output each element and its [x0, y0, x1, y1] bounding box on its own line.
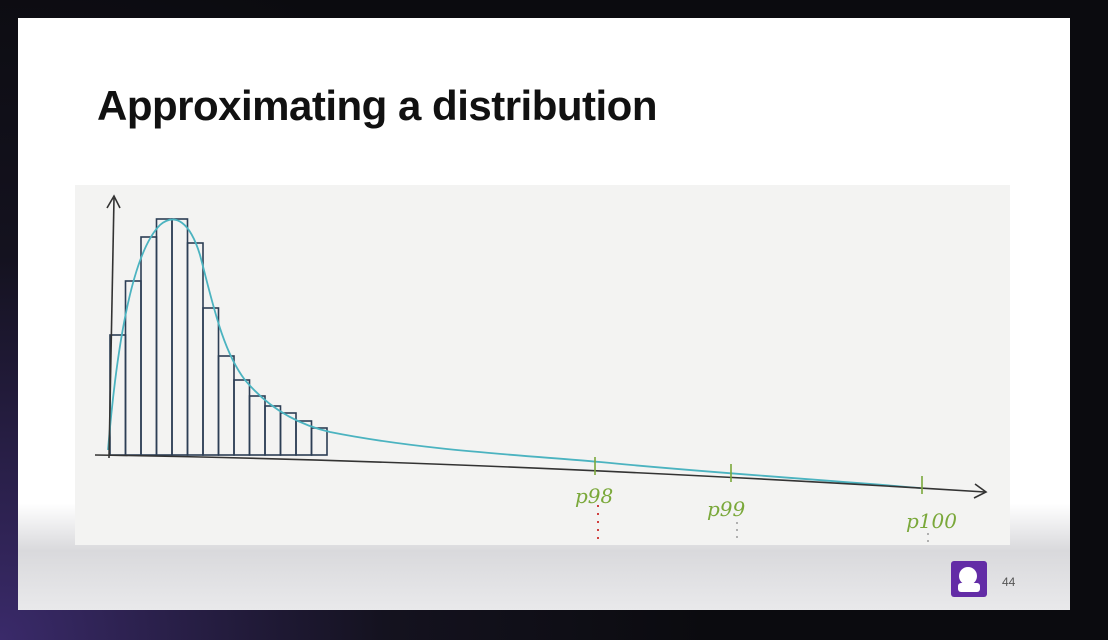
y-axis [108, 197, 115, 459]
marker-ticks [594, 457, 923, 494]
logo [951, 561, 987, 597]
x-axis [94, 454, 986, 493]
marker-label: p98 [575, 484, 613, 508]
marker-label: p99 [707, 497, 746, 521]
drawing-area [75, 185, 1010, 545]
density-curve [107, 218, 921, 489]
axes [94, 194, 988, 499]
bar [310, 427, 328, 456]
y-arrow [106, 194, 121, 209]
marker-label: p100 [906, 509, 957, 533]
logo-dog-body [958, 583, 980, 592]
logo-dog [959, 567, 977, 585]
x-arrow [973, 483, 988, 499]
slide-title: Approximating a distribution [97, 82, 658, 129]
page-number: 44 [1002, 575, 1016, 589]
